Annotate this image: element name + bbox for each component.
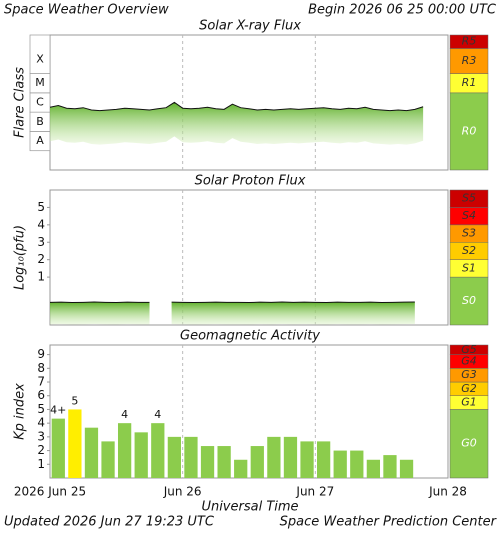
center: Space Weather Prediction Center [280, 515, 498, 530]
kp-bar [184, 436, 198, 478]
bar-label: 5 [71, 394, 78, 407]
x-tick-label: Jun 26 [163, 485, 202, 499]
scale-label: S3 [462, 227, 476, 240]
kp-bar [68, 409, 82, 478]
kp-bar [383, 455, 397, 478]
kp-bar [267, 436, 281, 478]
kp-bar [399, 459, 414, 478]
scale-label: S2 [462, 244, 476, 257]
y-tick-label: 4 [37, 416, 45, 430]
kp-bar [134, 432, 148, 478]
kp-bar [283, 436, 298, 478]
plot-area [49, 344, 449, 479]
scale-label: S5 [462, 192, 476, 205]
x-tick-label: Jun 27 [295, 485, 334, 499]
y-tick-label: 8 [37, 361, 45, 375]
kp-bar [234, 459, 248, 478]
y-tick-label: 3 [37, 429, 45, 443]
flux-area [50, 302, 150, 325]
panel-title: Geomagnetic Activity [180, 329, 320, 344]
panel-title: Solar X-ray Flux [199, 19, 301, 34]
y-tick-label: 2 [37, 252, 45, 266]
scale-label: G2 [461, 382, 477, 395]
y-tick-label: C [36, 96, 44, 109]
scale-label: G1 [461, 396, 477, 409]
kp-bar [350, 450, 364, 478]
scale-label: S1 [462, 261, 476, 274]
flux-area [171, 302, 415, 325]
kp-bar [300, 441, 314, 478]
panel-title: Solar Proton Flux [195, 174, 306, 189]
y-tick-label: 1 [37, 270, 45, 284]
scale-band [449, 276, 489, 326]
y-tick-label: 6 [37, 388, 45, 402]
bar-label: 4 [154, 408, 161, 421]
kp-bar [333, 450, 347, 478]
y-tick-label: X [36, 53, 44, 66]
scale-label: G3 [461, 368, 477, 381]
flux-line [49, 101, 424, 112]
y-tick-box [29, 34, 51, 74]
kp-bar [51, 418, 65, 478]
x-tick-label: 2026 Jun 25 [14, 485, 86, 499]
page-title: Space Weather Overview [4, 3, 169, 18]
begin-time: Begin 2026 06 25 00:00 UTC [308, 3, 497, 18]
kp-bar [117, 423, 132, 478]
y-tick-label: 7 [37, 375, 45, 389]
y-tick-label: A [36, 134, 44, 147]
bar-label: 4+ [50, 404, 66, 417]
scale-label: G0 [461, 437, 477, 450]
kp-bar [167, 436, 182, 478]
y-tick-label: 1 [37, 457, 45, 471]
y-tick-label: M [35, 76, 45, 89]
y-axis-title: Flare Class [13, 67, 28, 138]
kp-bar [84, 427, 99, 478]
scale-band [449, 409, 489, 479]
kp-bar [217, 446, 231, 478]
scale-label: S4 [462, 209, 476, 222]
scale-label: S0 [462, 294, 476, 307]
y-tick-label: 4 [37, 217, 45, 231]
bar-label: 4 [121, 408, 128, 421]
kp-bar [316, 441, 331, 478]
flux-line [49, 301, 150, 304]
scale-label: R1 [462, 76, 477, 89]
kp-bar [200, 446, 215, 478]
flux-area [50, 102, 424, 145]
y-axis-title: Log₁₀(pfu) [13, 225, 28, 290]
scale-label: R5 [462, 35, 477, 48]
y-tick-label: 2 [37, 443, 45, 457]
x-axis-title: Universal Time [201, 500, 298, 515]
kp-bar [366, 459, 381, 478]
scale-label: R3 [462, 54, 477, 67]
y-tick-label: 9 [37, 347, 45, 361]
scale-label: G4 [461, 354, 477, 367]
scale-label: R0 [462, 124, 477, 137]
scale-band [449, 189, 489, 208]
flux-line [171, 301, 415, 304]
y-axis-title: Kp index [13, 383, 28, 440]
kp-bar [151, 423, 165, 478]
scale-band [449, 344, 489, 355]
y-tick-label: B [36, 115, 44, 128]
x-tick-label: Jun 28 [428, 485, 467, 499]
y-tick-label: 3 [37, 235, 45, 249]
updated: Updated 2026 Jun 27 19:23 UTC [4, 515, 215, 530]
kp-bar [101, 441, 115, 478]
scale-label: G5 [461, 343, 477, 356]
kp-bar [250, 446, 264, 478]
y-tick-label: 5 [37, 200, 45, 214]
scale-band [449, 92, 489, 171]
y-tick-label: 5 [37, 402, 45, 416]
scale-band [449, 34, 489, 49]
plot-area [49, 34, 449, 171]
